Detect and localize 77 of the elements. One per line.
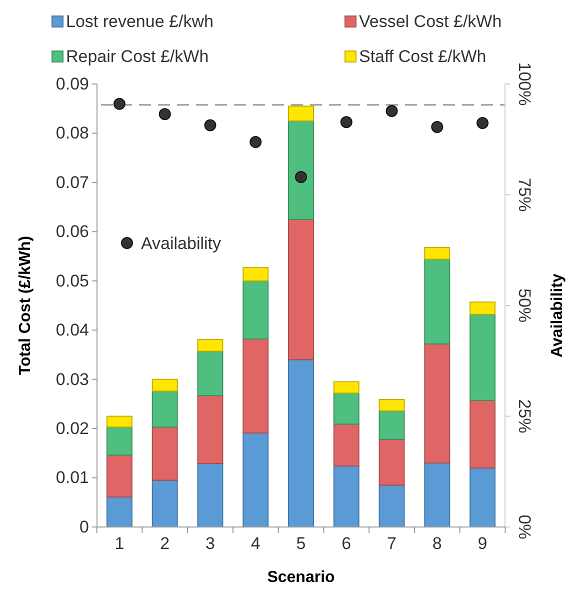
y-tick-label: 0.07 (56, 172, 89, 192)
bar (242, 432, 269, 528)
x-tick-label: 7 (387, 534, 396, 554)
point (158, 108, 171, 120)
bar (333, 424, 360, 466)
point (295, 171, 307, 184)
bar (378, 399, 405, 412)
y2-tick-label: 25% (515, 399, 534, 434)
y-tick-label: 0.04 (56, 320, 89, 340)
bar (470, 302, 496, 315)
bar (152, 378, 178, 392)
bar (242, 267, 269, 282)
y2-axis-title: Availability (549, 273, 566, 358)
bar (288, 120, 314, 220)
bar (288, 359, 314, 528)
y-tick-label: 0.08 (56, 124, 89, 143)
legend-label: Staff Cost £/kWh (359, 47, 486, 66)
y-tick-label: 0.06 (56, 222, 89, 242)
x-tick-label: 9 (478, 534, 488, 554)
bar (424, 258, 450, 344)
bar (242, 280, 269, 340)
y2-tick-label: 75% (515, 178, 534, 212)
y-tick-label: 0.03 (56, 370, 89, 389)
point (340, 116, 352, 128)
bar (197, 463, 224, 528)
bar (106, 454, 132, 498)
bar (424, 462, 450, 528)
bar (470, 400, 496, 468)
bar (288, 106, 314, 122)
bar (378, 410, 405, 440)
bar (288, 218, 314, 360)
legend-label: Availability (141, 234, 222, 253)
point (431, 120, 444, 133)
y-tick-label: 0.05 (56, 271, 89, 290)
bar (197, 350, 224, 396)
y-tick-label: 0.02 (56, 418, 89, 438)
x-tick-label: 1 (114, 534, 124, 554)
bar (378, 438, 405, 486)
point (113, 98, 126, 110)
legend-label: Lost revenue £/kwh (66, 12, 214, 31)
bar (333, 465, 360, 528)
bar (152, 426, 178, 481)
bar (106, 496, 132, 528)
point (386, 105, 398, 118)
x-tick-label: 8 (432, 534, 442, 554)
bar (424, 246, 450, 260)
x-tick-label: 2 (160, 534, 170, 554)
bar (197, 395, 224, 464)
point (476, 116, 489, 129)
x-tick-label: 5 (296, 534, 306, 554)
y2-tick-label: 100% (515, 62, 534, 106)
y2-tick-label: 0% (515, 514, 534, 540)
bar (197, 338, 224, 352)
bar (106, 426, 132, 456)
x-axis-title: Scenario (267, 569, 336, 586)
x-tick-label: 3 (206, 534, 215, 554)
bar (470, 467, 496, 528)
bar (333, 392, 360, 425)
point (250, 136, 262, 148)
bar (333, 381, 360, 394)
y-tick-label: 0.01 (56, 468, 89, 488)
y-tick-label: 0.09 (56, 74, 89, 94)
bar (152, 390, 178, 428)
x-tick-label: 4 (250, 534, 260, 554)
bar (378, 484, 405, 528)
x-tick-label: 6 (342, 534, 352, 554)
point (204, 119, 216, 132)
bar (424, 343, 450, 464)
y-axis-title: Total Cost (£/kWh) (17, 236, 34, 376)
bar (470, 314, 496, 401)
bar (152, 480, 178, 528)
bar (106, 416, 132, 428)
legend-label: Vessel Cost £/kWh (359, 12, 502, 31)
y-tick-label: 0 (80, 517, 89, 536)
bar (242, 338, 269, 434)
y2-tick-label: 50% (515, 288, 534, 323)
legend-label: Repair Cost £/kWh (66, 47, 209, 66)
